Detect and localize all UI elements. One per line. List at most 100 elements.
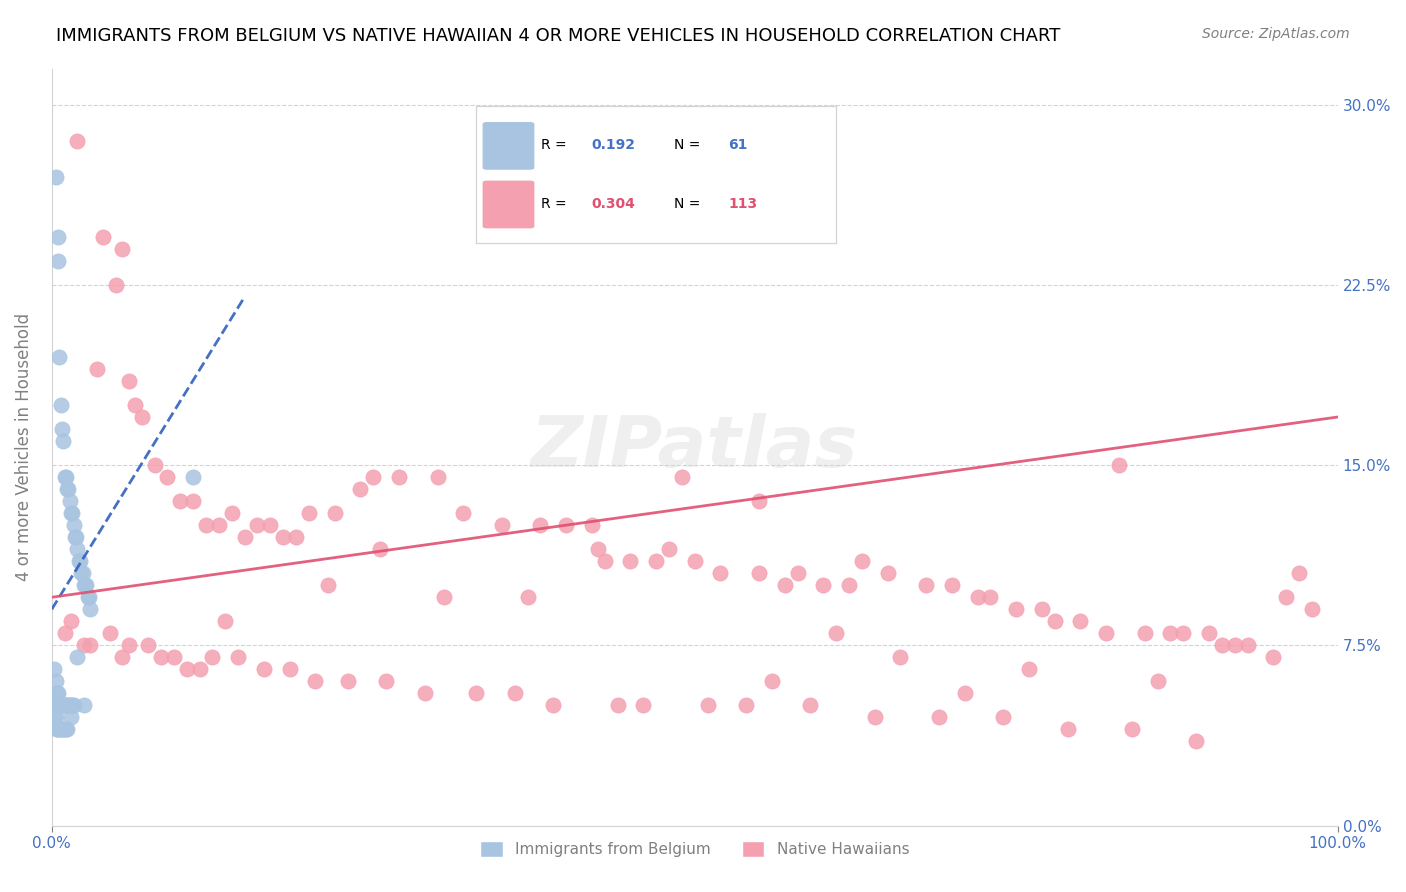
Point xyxy=(361,470,384,484)
Point xyxy=(105,277,128,292)
Point xyxy=(169,494,191,508)
Point xyxy=(451,506,474,520)
Point xyxy=(118,638,141,652)
Point xyxy=(606,698,628,713)
Point xyxy=(53,470,76,484)
Point xyxy=(53,698,76,713)
Point xyxy=(696,698,718,713)
Point xyxy=(62,518,84,533)
Text: Source: ZipAtlas.com: Source: ZipAtlas.com xyxy=(1202,27,1350,41)
Point xyxy=(413,686,436,700)
Point xyxy=(46,698,69,713)
Point xyxy=(851,554,873,568)
Point xyxy=(53,626,76,640)
Point xyxy=(111,650,134,665)
Point xyxy=(75,578,97,592)
Point xyxy=(45,710,67,724)
Point xyxy=(1288,566,1310,581)
Point xyxy=(1043,615,1066,629)
Point xyxy=(52,698,75,713)
Point xyxy=(46,686,69,700)
Point xyxy=(45,723,67,737)
Point xyxy=(368,542,391,557)
Point xyxy=(44,710,66,724)
Point xyxy=(131,410,153,425)
Point xyxy=(60,698,83,713)
Point xyxy=(49,723,72,737)
Point xyxy=(1146,674,1168,689)
Point xyxy=(65,530,87,544)
Point xyxy=(593,554,616,568)
Point xyxy=(208,518,231,533)
Point xyxy=(76,578,98,592)
Point xyxy=(541,698,564,713)
Point xyxy=(761,674,783,689)
Point xyxy=(941,578,963,592)
Point xyxy=(45,686,67,700)
Point xyxy=(619,554,641,568)
Point xyxy=(1159,626,1181,640)
Point xyxy=(915,578,938,592)
Point xyxy=(51,723,73,737)
Point xyxy=(49,398,72,412)
Point xyxy=(298,506,321,520)
Point xyxy=(375,674,398,689)
Point xyxy=(1031,602,1053,616)
Point xyxy=(70,566,93,581)
Point xyxy=(426,470,449,484)
Point xyxy=(60,615,83,629)
Point xyxy=(304,674,326,689)
Point xyxy=(586,542,609,557)
Point xyxy=(72,566,94,581)
Point xyxy=(201,650,224,665)
Point xyxy=(91,229,114,244)
Point xyxy=(51,698,73,713)
Point xyxy=(60,698,83,713)
Point xyxy=(1095,626,1118,640)
Point xyxy=(66,134,89,148)
Point xyxy=(69,554,91,568)
Point xyxy=(181,470,204,484)
Point xyxy=(53,723,76,737)
Point xyxy=(46,229,69,244)
Point xyxy=(86,362,108,376)
Point xyxy=(73,638,96,652)
Point xyxy=(1223,638,1246,652)
Point xyxy=(46,723,69,737)
Point xyxy=(799,698,821,713)
Text: ZIPatlas: ZIPatlas xyxy=(531,413,859,482)
Point xyxy=(55,698,77,713)
Point xyxy=(1133,626,1156,640)
Point xyxy=(56,723,79,737)
Point xyxy=(45,169,67,184)
Y-axis label: 4 or more Vehicles in Household: 4 or more Vehicles in Household xyxy=(15,313,32,581)
Point xyxy=(76,591,98,605)
Point xyxy=(863,710,886,724)
Point xyxy=(953,686,976,700)
Point xyxy=(45,723,67,737)
Point xyxy=(336,674,359,689)
Point xyxy=(966,591,988,605)
Point xyxy=(671,470,693,484)
Point xyxy=(581,518,603,533)
Point xyxy=(44,662,66,676)
Point xyxy=(66,650,89,665)
Point xyxy=(748,494,770,508)
Point xyxy=(163,650,186,665)
Point xyxy=(253,662,276,676)
Point xyxy=(73,698,96,713)
Point xyxy=(143,458,166,472)
Point xyxy=(786,566,808,581)
Point xyxy=(1185,734,1208,748)
Point xyxy=(60,506,83,520)
Point xyxy=(889,650,911,665)
Point xyxy=(77,591,100,605)
Point xyxy=(195,518,218,533)
Point xyxy=(118,374,141,388)
Point xyxy=(349,482,371,496)
Point xyxy=(62,698,84,713)
Point xyxy=(60,506,83,520)
Point xyxy=(56,482,79,496)
Point xyxy=(55,723,77,737)
Point xyxy=(59,494,82,508)
